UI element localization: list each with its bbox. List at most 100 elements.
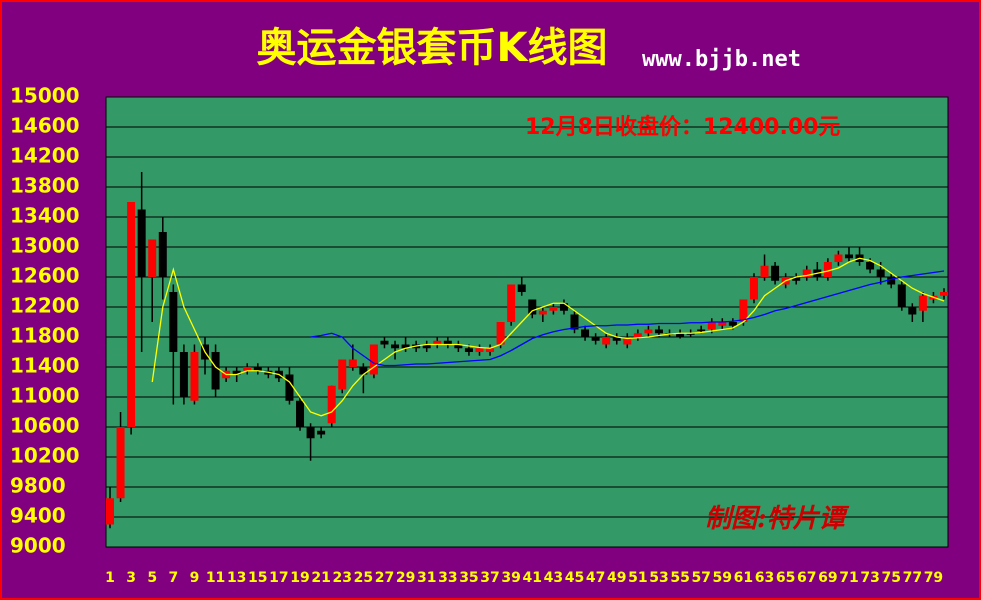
y-tick-label: 13000 — [10, 234, 80, 258]
candle-body — [454, 344, 463, 349]
x-tick-label: 55 — [670, 570, 689, 586]
candle-body — [718, 322, 727, 326]
candle-body — [158, 232, 167, 277]
x-tick-label: 5 — [147, 570, 157, 586]
x-tick-label: 9 — [190, 570, 200, 586]
x-tick-label: 31 — [417, 570, 436, 586]
candle-body — [834, 254, 843, 262]
candle-body — [792, 277, 801, 281]
candle-body — [940, 292, 948, 296]
chart-title: 奥运金银套币K线图 — [257, 25, 608, 71]
x-tick-label: 61 — [734, 570, 753, 586]
candle-body — [443, 340, 452, 345]
candle-body — [707, 322, 716, 330]
y-tick-label: 10600 — [10, 414, 80, 438]
x-tick-label: 73 — [860, 570, 879, 586]
candle-body — [887, 277, 896, 285]
candle-body — [749, 277, 758, 300]
candle-body — [496, 322, 505, 345]
y-tick-label: 11800 — [10, 324, 80, 348]
y-tick-label: 12600 — [10, 264, 80, 288]
candle-body — [908, 307, 917, 315]
y-tick-label: 12200 — [10, 294, 80, 318]
candle-body — [676, 333, 685, 337]
average-line — [310, 270, 945, 367]
subtitle: www.bjjb.net — [642, 47, 801, 72]
candle-body — [591, 337, 600, 341]
x-tick-label: 65 — [776, 570, 795, 586]
candle-body — [464, 348, 473, 352]
x-tick-label: 53 — [649, 570, 668, 586]
x-tick-label: 13 — [227, 570, 246, 586]
candle-body — [507, 284, 516, 322]
candle-body — [348, 359, 357, 367]
candle-body — [876, 269, 885, 277]
candle-body — [866, 262, 875, 270]
candle-body — [644, 329, 653, 334]
x-tick-label: 3 — [126, 570, 136, 586]
x-tick-label: 75 — [881, 570, 900, 586]
x-tick-label: 63 — [755, 570, 774, 586]
candle-body — [612, 337, 621, 341]
y-tick-label: 11400 — [10, 354, 80, 378]
candle-body — [369, 344, 378, 375]
candle-body — [116, 427, 125, 499]
candle-body — [654, 329, 663, 334]
candle-body — [623, 337, 632, 345]
candle-body — [528, 299, 537, 315]
x-tick-label: 15 — [248, 570, 267, 586]
x-tick-label: 43 — [544, 570, 563, 586]
x-tick-label: 7 — [168, 570, 178, 586]
y-tick-label: 11000 — [10, 384, 80, 408]
x-tick-label: 49 — [607, 570, 626, 586]
candle-body — [285, 374, 294, 401]
candle-body — [486, 348, 495, 352]
candle-body — [475, 348, 484, 352]
candle-body — [296, 400, 305, 427]
candle-body — [317, 430, 326, 435]
annotation: 12月8日收盘价：12400.00元 — [525, 114, 840, 140]
candle-body — [137, 209, 146, 277]
candle-body — [232, 370, 241, 375]
candle-body — [570, 314, 579, 330]
candle-body — [538, 310, 547, 315]
x-tick-label: 59 — [713, 570, 732, 586]
candle-body — [559, 303, 568, 311]
candle-body — [760, 265, 769, 277]
y-tick-label: 10200 — [10, 444, 80, 468]
y-tick-label: 9000 — [10, 534, 66, 558]
annotation: 制图:特片谭 — [705, 504, 850, 534]
y-tick-label: 15000 — [10, 84, 80, 108]
candle-body — [190, 352, 199, 401]
y-tick-label: 13400 — [10, 204, 80, 228]
candle-body — [327, 385, 336, 424]
x-tick-label: 17 — [269, 570, 288, 586]
candle-body — [517, 284, 526, 292]
x-tick-label: 77 — [903, 570, 922, 586]
candle-body — [179, 352, 188, 397]
x-tick-label: 39 — [501, 570, 520, 586]
x-tick-label: 79 — [924, 570, 943, 586]
x-tick-label: 25 — [354, 570, 373, 586]
y-tick-label: 13800 — [10, 174, 80, 198]
candle-body — [359, 367, 368, 375]
candle-body — [728, 322, 737, 326]
average-line — [151, 257, 945, 417]
y-tick-label: 9400 — [10, 504, 66, 528]
candle-body — [697, 329, 706, 331]
candle-body — [771, 265, 780, 281]
x-tick-label: 1 — [105, 570, 115, 586]
candle-body — [686, 333, 695, 335]
x-tick-label: 37 — [480, 570, 499, 586]
x-tick-label: 71 — [839, 570, 858, 586]
candle-body — [253, 367, 262, 371]
candle-body — [633, 333, 642, 337]
candle-body — [211, 352, 220, 390]
candle-body — [391, 344, 400, 349]
x-tick-label: 33 — [438, 570, 457, 586]
x-tick-label: 29 — [396, 570, 415, 586]
x-tick-label: 67 — [797, 570, 816, 586]
candle-body — [823, 262, 832, 277]
